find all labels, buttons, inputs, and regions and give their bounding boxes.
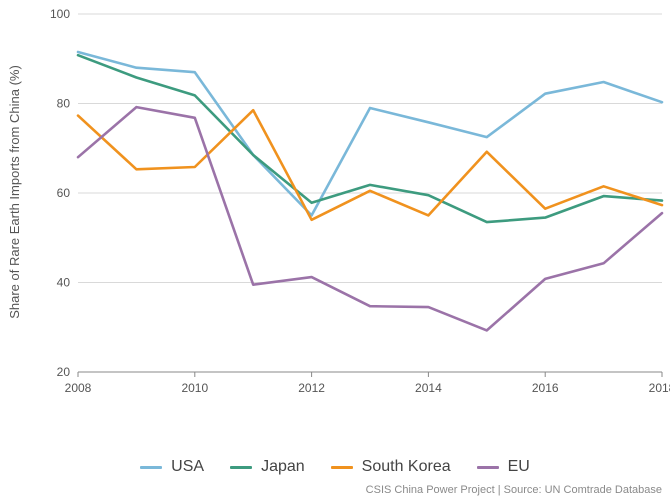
y-tick-label: 100 <box>50 7 70 21</box>
legend-label: USA <box>171 458 205 475</box>
legend-item-south-korea: South Korea <box>330 458 451 476</box>
legend-swatch <box>330 465 353 469</box>
source-note: CSIS China Power Project | Source: UN Co… <box>365 484 662 496</box>
line-chart: 20 40 60 80 100 2008 2010 2012 2014 2016 2018 Sha… <box>7 7 670 395</box>
x-tick-label: 2012 <box>298 381 325 395</box>
y-axis-ticks: 20 40 60 80 100 <box>50 7 70 379</box>
x-tick-label: 2016 <box>532 381 559 395</box>
legend-item-japan: Japan <box>230 458 305 476</box>
legend-swatch <box>476 465 499 469</box>
x-tick-label: 2010 <box>181 381 208 395</box>
legend-label: EU <box>507 458 530 475</box>
series-lines <box>76 50 664 332</box>
series-line-usa <box>76 50 664 217</box>
legend: USA Japan South Korea EU <box>0 455 670 479</box>
x-tick-label: 2014 <box>415 381 442 395</box>
x-tick-label: 2008 <box>65 381 92 395</box>
legend-label: Japan <box>261 458 305 475</box>
y-tick-label: 80 <box>57 97 71 111</box>
y-axis-label: Share of Rare Earth Imports from China (… <box>7 65 22 319</box>
legend-label: South Korea <box>361 458 451 475</box>
series-line-eu <box>76 105 664 332</box>
gridlines <box>78 13 662 373</box>
x-tick-label: 2018 <box>649 381 670 395</box>
y-tick-label: 60 <box>57 186 71 200</box>
legend-item-eu: EU <box>476 458 530 476</box>
legend-item-usa: USA <box>140 458 204 476</box>
series-line-south-korea <box>76 108 664 222</box>
series-line-japan <box>76 53 664 224</box>
legend-swatch <box>140 465 163 469</box>
legend-swatch <box>230 465 253 469</box>
y-tick-label: 40 <box>57 276 71 290</box>
x-axis-ticks: 2008 2010 2012 2014 2016 2018 <box>65 372 670 395</box>
y-tick-label: 20 <box>57 365 71 379</box>
